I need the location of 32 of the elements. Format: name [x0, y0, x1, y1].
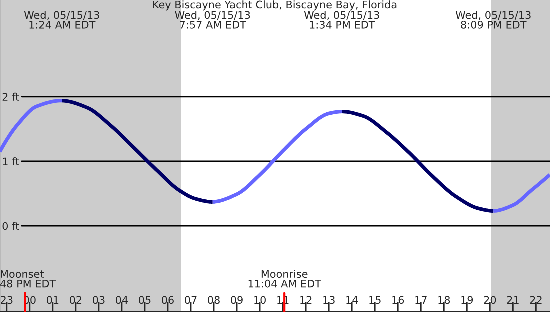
x-tick-label: 17: [416, 296, 427, 304]
annotation: Wed, 05/15/13 1:24 AM EDT: [24, 11, 100, 29]
x-tick-label: 01: [46, 296, 59, 304]
x-tick-label: 14: [346, 296, 358, 304]
x-tick-label: 13: [324, 296, 335, 304]
annotation: Wed, 05/15/13 7:57 AM EDT: [175, 11, 250, 29]
x-tick-label: 18: [438, 296, 450, 304]
x-tick-label: 16: [392, 296, 404, 304]
x-tick-label: 10: [254, 296, 266, 304]
ref-line-label: Moonset 48 PM EDT: [0, 270, 56, 288]
annotation: Wed, 05/15/13 8:09 PM EDT: [456, 11, 531, 29]
x-tick-label: 21: [507, 296, 519, 304]
x-tick-label: 02: [70, 296, 82, 304]
ref-line-label: Moonrise 11:04 AM EDT: [248, 270, 322, 288]
annotation: Wed, 05/15/13 1:34 PM EDT: [304, 11, 380, 29]
y-tick-label: 1 ft: [3, 158, 20, 166]
y-tick-label: 2 ft: [2, 92, 20, 101]
x-tick-label: 09: [231, 296, 243, 304]
chart-title: Key Biscayne Yacht Club, Biscayne Bay, Florida: [153, 0, 397, 11]
x-tick-label: 19: [462, 296, 474, 304]
x-tick-label: 04: [116, 296, 128, 304]
x-tick-label: 05: [139, 296, 151, 304]
x-tick-label: 06: [162, 296, 174, 304]
y-tick-label: 0 ft: [2, 222, 20, 230]
x-tick-label: 07: [185, 296, 197, 304]
x-tick-label: 15: [370, 296, 381, 304]
x-tick-label: 08: [208, 296, 220, 304]
x-tick-label: 03: [93, 296, 105, 304]
x-tick-label: 22: [530, 296, 542, 304]
x-tick-label: 20: [484, 296, 496, 304]
x-tick-label: 12: [300, 296, 312, 304]
x-tick-label: 23: [1, 296, 13, 304]
